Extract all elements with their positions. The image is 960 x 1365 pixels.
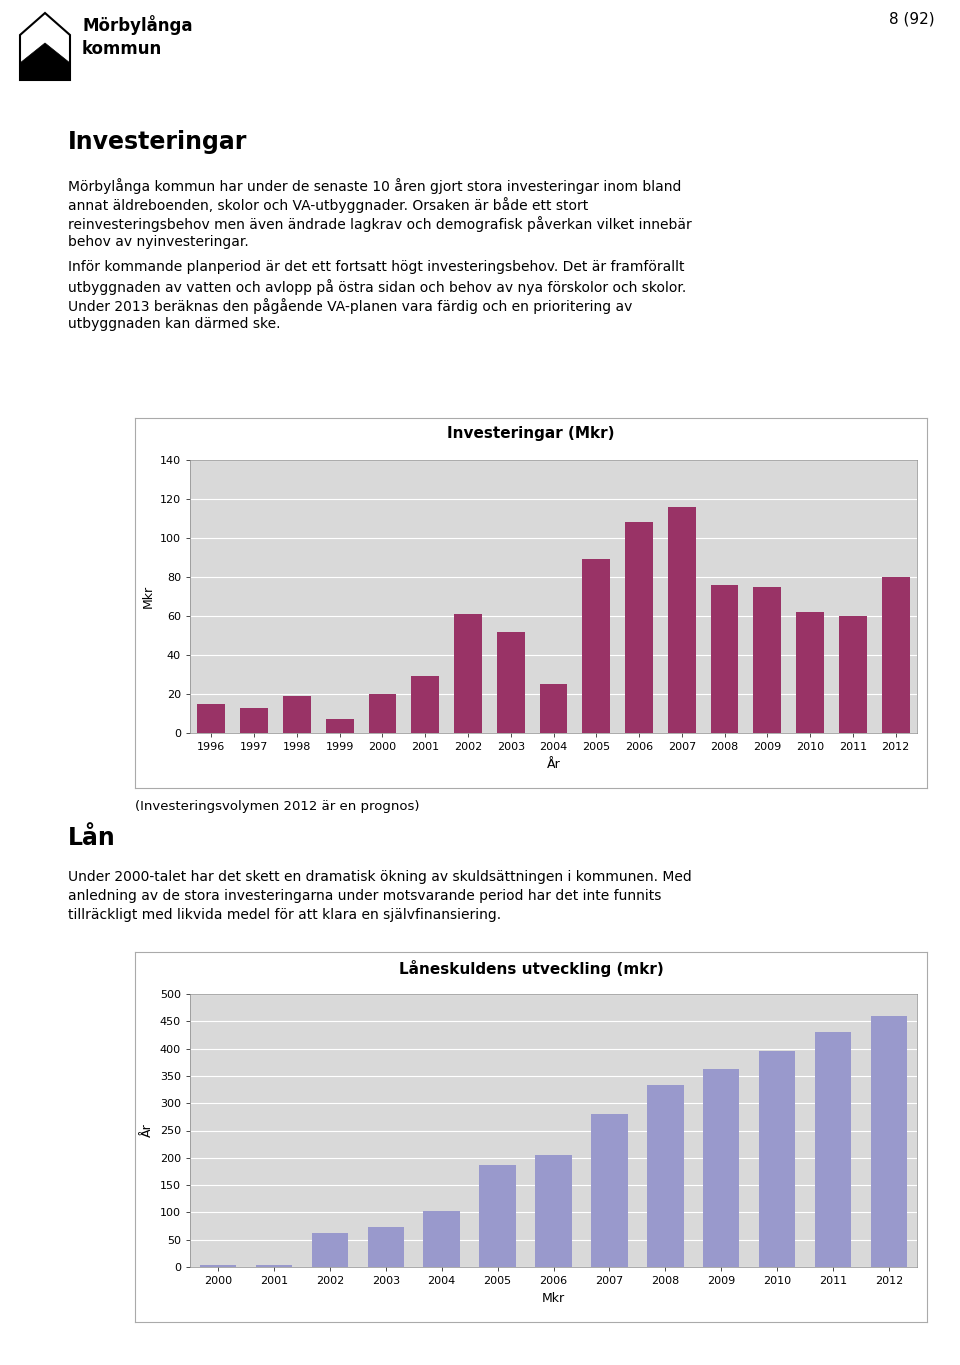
Bar — [369, 693, 396, 733]
Y-axis label: År: År — [141, 1123, 155, 1137]
Text: behov av nyinvesteringar.: behov av nyinvesteringar. — [68, 235, 249, 248]
Bar — [881, 577, 909, 733]
Text: utbyggnaden kan därmed ske.: utbyggnaden kan därmed ske. — [68, 317, 280, 330]
Text: reinvesteringsbehov men även ändrade lagkrav och demografisk påverkan vilket inn: reinvesteringsbehov men även ändrade lag… — [68, 216, 692, 232]
Text: Inför kommande planperiod är det ett fortsatt högt investeringsbehov. Det är fra: Inför kommande planperiod är det ett for… — [68, 259, 684, 274]
Bar — [871, 1016, 907, 1267]
Bar — [312, 1233, 348, 1267]
Bar — [839, 616, 867, 733]
Bar — [796, 612, 824, 733]
Bar — [815, 1032, 852, 1267]
Bar — [647, 1085, 684, 1267]
Text: Under 2013 beräknas den pågående VA-planen vara färdig och en prioritering av: Under 2013 beräknas den pågående VA-plan… — [68, 298, 633, 314]
Bar — [703, 1069, 739, 1267]
Polygon shape — [20, 14, 70, 81]
Text: 8 (92): 8 (92) — [889, 12, 935, 27]
Y-axis label: Mkr: Mkr — [141, 586, 155, 607]
X-axis label: År: År — [546, 758, 561, 771]
X-axis label: Mkr: Mkr — [542, 1291, 565, 1305]
Text: anledning av de stora investeringarna under motsvarande period har det inte funn: anledning av de stora investeringarna un… — [68, 889, 661, 904]
Bar — [240, 707, 268, 733]
Bar — [583, 560, 611, 733]
Bar — [198, 704, 226, 733]
Bar — [668, 506, 696, 733]
Text: Mörbylånga kommun har under de senaste 10 åren gjort stora investeringar inom bl: Mörbylånga kommun har under de senaste 1… — [68, 177, 682, 194]
Text: Under 2000-talet har det skett en dramatisk ökning av skuldsättningen i kommunen: Under 2000-talet har det skett en dramat… — [68, 870, 692, 885]
Bar — [200, 1265, 236, 1267]
Text: Låneskuldens utveckling (mkr): Låneskuldens utveckling (mkr) — [398, 960, 663, 977]
Bar — [625, 523, 653, 733]
Bar — [754, 587, 781, 733]
Bar — [283, 696, 311, 733]
Bar — [368, 1227, 404, 1267]
Bar — [536, 1155, 571, 1267]
Bar — [255, 1265, 292, 1267]
Bar — [497, 632, 524, 733]
Bar — [479, 1164, 516, 1267]
Bar — [454, 614, 482, 733]
Bar — [325, 719, 353, 733]
Text: tillräckligt med likvida medel för att klara en självfinansiering.: tillräckligt med likvida medel för att k… — [68, 908, 501, 921]
Polygon shape — [20, 44, 70, 81]
Text: utbyggnaden av vatten och avlopp på östra sidan och behov av nya förskolor och s: utbyggnaden av vatten och avlopp på östr… — [68, 278, 686, 295]
Bar — [411, 677, 439, 733]
Text: Investeringar (Mkr): Investeringar (Mkr) — [447, 426, 614, 441]
Bar — [759, 1051, 796, 1267]
Text: annat äldreboenden, skolor och VA-utbyggnader. Orsaken är både ett stort: annat äldreboenden, skolor och VA-utbygg… — [68, 197, 588, 213]
Text: Investeringar: Investeringar — [68, 130, 248, 154]
Text: (Investeringsvolymen 2012 är en prognos): (Investeringsvolymen 2012 är en prognos) — [135, 800, 420, 814]
Bar — [591, 1114, 628, 1267]
Text: Mörbylånga: Mörbylånga — [82, 15, 193, 35]
Text: kommun: kommun — [82, 40, 162, 57]
Bar — [423, 1211, 460, 1267]
Bar — [540, 684, 567, 733]
Text: Lån: Lån — [68, 826, 116, 850]
Bar — [710, 584, 738, 733]
